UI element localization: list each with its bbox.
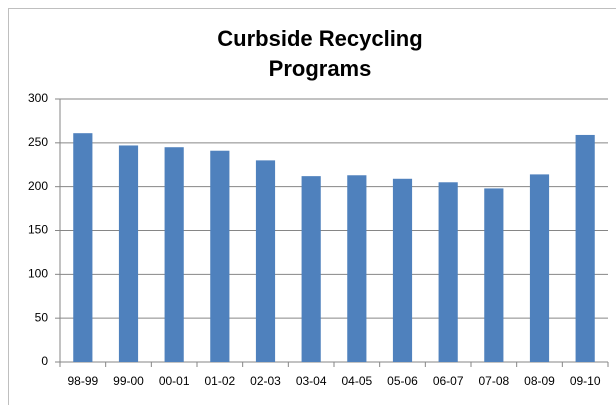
bar: [484, 188, 504, 362]
x-tick-label: 02-03: [250, 374, 281, 388]
bar: [73, 133, 93, 362]
y-tick-label: 150: [28, 223, 48, 237]
x-tick-label: 99-00: [113, 374, 144, 388]
x-tick-label: 00-01: [159, 374, 190, 388]
x-tick-label: 08-09: [524, 374, 555, 388]
x-tick-label: 07-08: [478, 374, 509, 388]
x-tick-label: 01-02: [204, 374, 235, 388]
chart-title: Curbside Recycling: [217, 26, 422, 51]
y-tick-label: 200: [28, 179, 48, 193]
chart-title: Programs: [269, 56, 372, 81]
bar: [118, 145, 139, 362]
y-tick-label: 50: [35, 310, 49, 324]
bar: [347, 175, 367, 362]
x-tick-label: 06-07: [433, 374, 464, 388]
y-tick-label: 100: [28, 267, 48, 281]
x-tick-label: 98-99: [67, 374, 98, 388]
x-tick-label: 04-05: [341, 374, 372, 388]
bar: [529, 174, 550, 362]
bar: [210, 150, 230, 362]
bar: [438, 182, 458, 362]
x-tick-label: 05-06: [387, 374, 418, 388]
bar: [255, 160, 276, 362]
x-tick-label: 03-04: [296, 374, 327, 388]
bar: [164, 147, 184, 362]
bar: [575, 134, 595, 362]
bar: [301, 176, 321, 362]
y-tick-label: 0: [41, 354, 48, 368]
x-tick-label: 09-10: [570, 374, 601, 388]
bar: [392, 178, 413, 362]
y-tick-label: 300: [28, 91, 48, 105]
y-tick-label: 250: [28, 135, 48, 149]
